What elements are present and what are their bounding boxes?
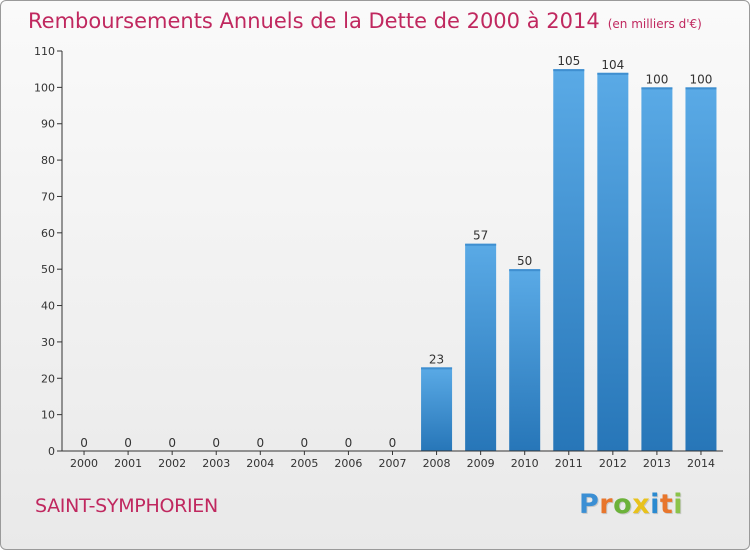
bar-top-edge xyxy=(641,87,673,90)
x-tick-label-2009: 2009 xyxy=(467,457,495,470)
x-tick-label-2006: 2006 xyxy=(334,457,362,470)
x-tick-label-2003: 2003 xyxy=(202,457,230,470)
value-label-2003: 0 xyxy=(212,436,220,450)
value-label-2001: 0 xyxy=(124,436,132,450)
x-tick-label-2014: 2014 xyxy=(687,457,715,470)
value-label-2014: 100 xyxy=(690,72,713,86)
bar-top-edge xyxy=(685,87,717,90)
x-tick-label-2010: 2010 xyxy=(511,457,539,470)
bar-2009[interactable] xyxy=(465,243,497,451)
logo-letter: x xyxy=(632,489,651,520)
x-tick-label-2004: 2004 xyxy=(246,457,274,470)
x-tick-label-2000: 2000 xyxy=(70,457,98,470)
value-label-2012: 104 xyxy=(601,58,624,72)
title-text: Remboursements Annuels de la Dette de 20… xyxy=(28,9,600,33)
bar-2011[interactable] xyxy=(553,69,585,451)
y-tick-label: 110 xyxy=(34,45,55,58)
y-tick-label: 70 xyxy=(41,190,55,203)
y-tick-label: 80 xyxy=(41,154,55,167)
y-tick-label: 100 xyxy=(34,81,55,94)
bar-2013[interactable] xyxy=(641,87,673,451)
x-tick-label-2011: 2011 xyxy=(555,457,583,470)
value-label-2007: 0 xyxy=(389,436,397,450)
bar-2012[interactable] xyxy=(597,72,629,452)
bars-group: 0 0 0 0 0 0 0 0 23 57 50 105 104 100 100 xyxy=(80,54,717,452)
y-tick-label: 40 xyxy=(41,300,55,313)
x-tick-label-2005: 2005 xyxy=(290,457,318,470)
bar-top-edge xyxy=(421,367,453,370)
bar-2014[interactable] xyxy=(685,87,717,451)
value-label-2002: 0 xyxy=(168,436,176,450)
bar-2010[interactable] xyxy=(509,269,541,451)
y-tick-label: 0 xyxy=(48,445,55,458)
value-label-2008: 23 xyxy=(429,352,444,366)
bar-2008[interactable] xyxy=(421,367,453,451)
value-label-2013: 100 xyxy=(645,72,668,86)
y-tick-label: 30 xyxy=(41,336,55,349)
value-label-2011: 105 xyxy=(557,54,580,68)
y-tick-label: 50 xyxy=(41,263,55,276)
value-label-2005: 0 xyxy=(301,436,309,450)
y-tick-label: 20 xyxy=(41,372,55,385)
value-label-2006: 0 xyxy=(345,436,353,450)
y-tick-label: 10 xyxy=(41,409,55,422)
x-tick-label-2012: 2012 xyxy=(599,457,627,470)
value-label-2010: 50 xyxy=(517,254,532,268)
logo-letter: i xyxy=(650,489,660,520)
y-tick-label: 60 xyxy=(41,227,55,240)
unit-label: (en milliers d'€) xyxy=(607,17,702,31)
value-label-2000: 0 xyxy=(80,436,88,450)
commune-name: SAINT-SYMPHORIEN xyxy=(35,495,218,517)
logo-letter: P xyxy=(579,489,600,520)
value-label-2004: 0 xyxy=(256,436,264,450)
bar-top-edge xyxy=(509,269,541,272)
chart-title: Remboursements Annuels de la Dette de 20… xyxy=(28,9,702,33)
logo-letter: o xyxy=(613,489,633,520)
bar-top-edge xyxy=(597,72,629,75)
x-tick-label-2007: 2007 xyxy=(379,457,407,470)
logo-letter: t xyxy=(659,489,674,520)
bar-top-edge xyxy=(465,243,497,246)
x-tick-label-2002: 2002 xyxy=(158,457,186,470)
axes-group: 0 10 20 30 40 50 60 70 80 90 100 110 2000 2001 2002 200… xyxy=(34,45,723,470)
x-tick-label-2001: 2001 xyxy=(114,457,142,470)
bar-top-edge xyxy=(553,69,585,72)
proxiti-logo[interactable]: Proxiti xyxy=(579,489,683,520)
x-tick-label-2008: 2008 xyxy=(423,457,451,470)
logo-letter: i xyxy=(673,489,684,520)
y-tick-label: 90 xyxy=(41,118,55,131)
logo-letter: r xyxy=(599,489,614,520)
x-tick-label-2013: 2013 xyxy=(643,457,671,470)
value-label-2009: 57 xyxy=(473,229,488,243)
